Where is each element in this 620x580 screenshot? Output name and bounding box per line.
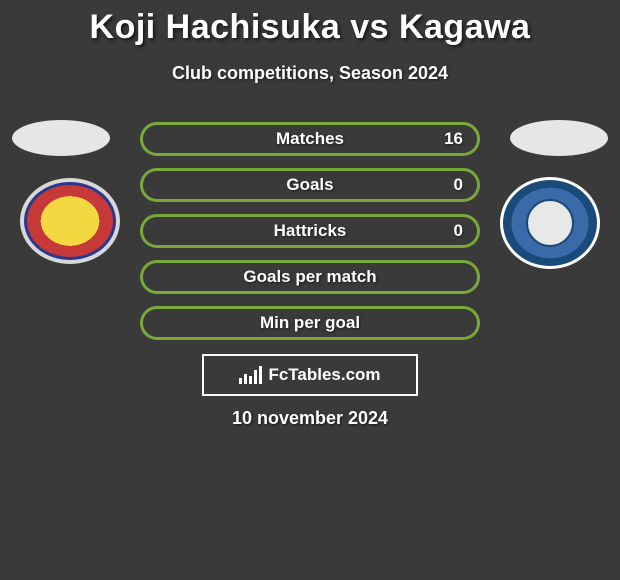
stat-label: Goals per match [243, 267, 376, 287]
player-left-silhouette [12, 120, 110, 156]
stat-row-hattricks: Hattricks 0 [140, 214, 480, 248]
stat-label: Hattricks [274, 221, 347, 241]
stat-row-matches: Matches 16 [140, 122, 480, 156]
stats-list: Matches 16 Goals 0 Hattricks 0 Goals per… [140, 122, 480, 352]
stat-row-min-per-goal: Min per goal [140, 306, 480, 340]
vegalta-logo-icon [20, 178, 120, 264]
subtitle: Club competitions, Season 2024 [0, 63, 620, 84]
stat-row-goals-per-match: Goals per match [140, 260, 480, 294]
stat-label: Goals [286, 175, 333, 195]
stat-row-goals: Goals 0 [140, 168, 480, 202]
branding-text: FcTables.com [268, 365, 380, 385]
stat-label: Matches [276, 129, 344, 149]
date-text: 10 november 2024 [0, 408, 620, 429]
stat-value-right: 0 [454, 175, 463, 195]
stat-value-right: 0 [454, 221, 463, 241]
trinita-logo-icon [500, 177, 600, 269]
bar-chart-icon [239, 366, 262, 384]
club-logo-right [500, 180, 600, 266]
player-right-silhouette [510, 120, 608, 156]
club-logo-left [20, 178, 120, 264]
branding-box: FcTables.com [202, 354, 418, 396]
stat-value-right: 16 [444, 129, 463, 149]
stat-label: Min per goal [260, 313, 360, 333]
page-title: Koji Hachisuka vs Kagawa [0, 0, 620, 47]
